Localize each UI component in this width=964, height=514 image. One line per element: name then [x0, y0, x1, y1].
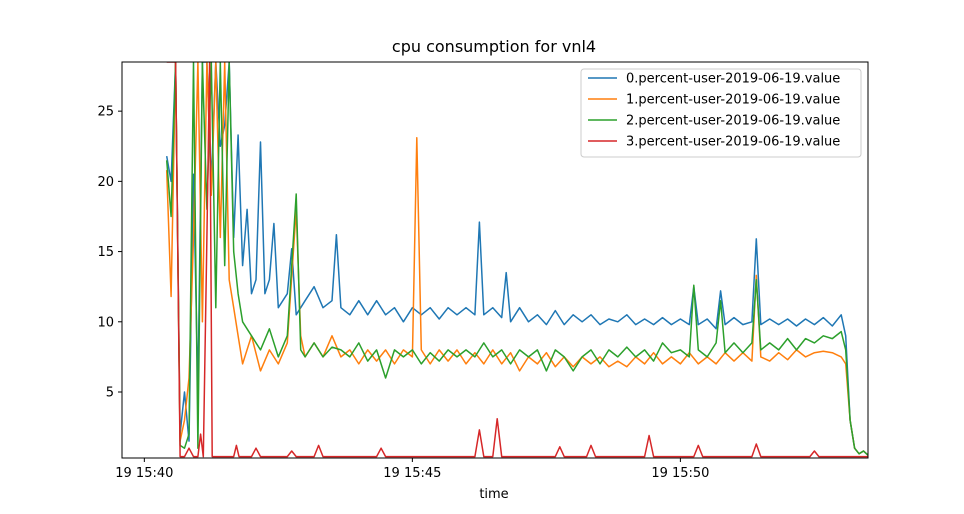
y-tick-label: 5 [106, 386, 114, 401]
series-line-2 [165, 62, 868, 456]
legend: 0.percent-user-2019-06-19.value 1.percent… [580, 68, 862, 158]
x-tick-label: 19 15:45 [383, 466, 441, 481]
y-tick-label: 20 [97, 175, 114, 190]
x-axis-label: time [479, 487, 508, 502]
series-layer [165, 62, 868, 458]
y-axis: 5 10 15 20 25 [97, 105, 122, 401]
legend-label-2: 2.percent-user-2019-06-19.value [626, 114, 840, 129]
y-tick-label: 25 [97, 105, 114, 120]
x-axis: 19 15:40 19 15:45 19 15:50 [115, 458, 709, 481]
y-tick-label: 10 [97, 315, 114, 330]
legend-label-1: 1.percent-user-2019-06-19.value [626, 93, 840, 108]
legend-box [580, 68, 862, 158]
plot-frame [121, 61, 869, 459]
series-line-0 [165, 62, 868, 456]
legend-label-0: 0.percent-user-2019-06-19.value [626, 72, 840, 87]
x-tick-label: 19 15:40 [115, 466, 173, 481]
legend-label-3: 3.percent-user-2019-06-19.value [626, 135, 840, 150]
chart-title: cpu consumption for vnl4 [392, 37, 596, 56]
series-line-3 [166, 62, 868, 458]
y-tick-label: 15 [97, 245, 114, 260]
x-tick-label: 19 15:50 [651, 466, 709, 481]
